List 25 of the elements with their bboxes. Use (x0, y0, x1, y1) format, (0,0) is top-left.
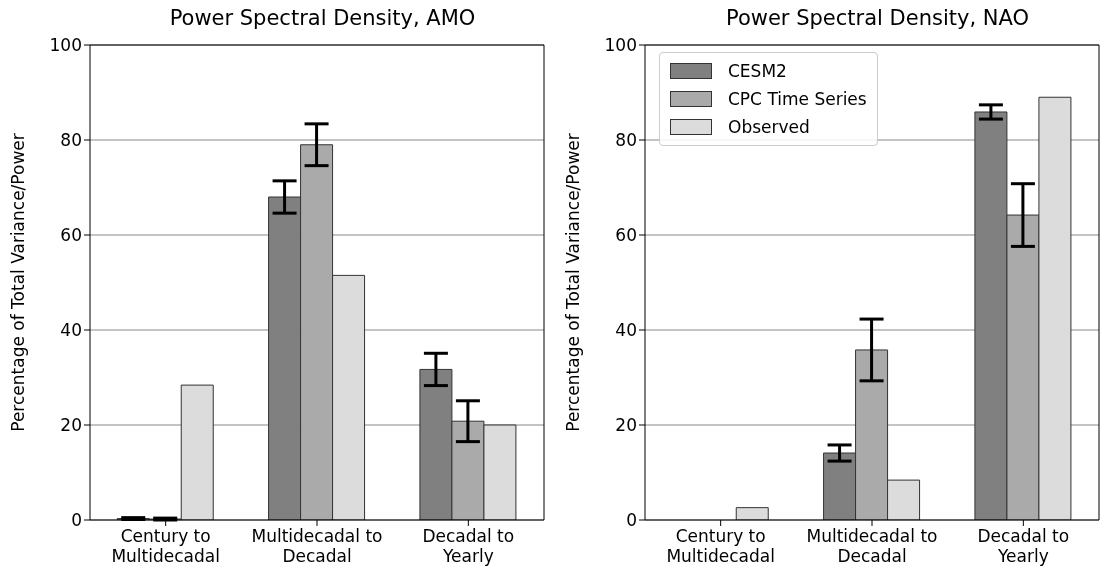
y-tick-label: 80 (615, 130, 637, 151)
chart-title: Power Spectral Density, NAO (725, 6, 1030, 30)
y-tick-label: 20 (615, 415, 637, 436)
x-tick-label: Century to Multidecadal (111, 526, 220, 566)
x-tick-label: Multidecadal to Decadal (806, 526, 938, 566)
legend-label: CPC Time Series (728, 89, 867, 109)
y-tick-label: 80 (60, 130, 82, 151)
x-tick-label: Multidecadal to Decadal (251, 526, 383, 566)
y-tick-label: 100 (604, 35, 637, 56)
y-tick-label: 60 (615, 225, 637, 246)
y-tick-label: 0 (626, 510, 637, 531)
legend-label: Observed (728, 117, 810, 137)
y-tick-label: 20 (60, 415, 82, 436)
y-tick-label: 100 (49, 35, 82, 56)
y-tick-label: 40 (60, 320, 82, 341)
y-axis-title: Percentage of Total Variance/Power (563, 133, 584, 432)
x-tick-label: Century to Multidecadal (666, 526, 775, 566)
y-axis-title: Percentage of Total Variance/Power (8, 133, 29, 432)
y-tick-label: 0 (71, 510, 82, 531)
chart-title: Power Spectral Density, AMO (168, 6, 477, 30)
y-tick-label: 60 (60, 225, 82, 246)
legend-label: CESM2 (728, 61, 787, 81)
x-tick-label: Decadal to Yearly (422, 526, 515, 566)
y-tick-label: 40 (615, 320, 637, 341)
x-tick-label: Decadal to Yearly (977, 526, 1070, 566)
